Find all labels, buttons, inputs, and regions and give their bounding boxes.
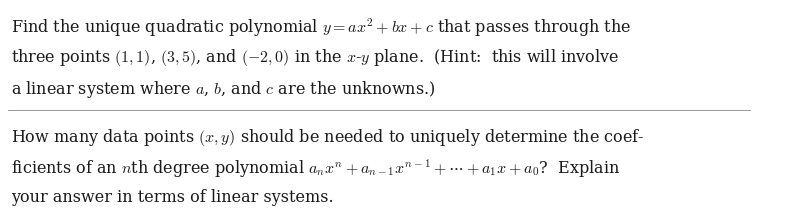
Text: three points $(1, 1)$, $(3, 5)$, and $(-2, 0)$ in the $x$-$y$ plane.  (Hint:  th: three points $(1, 1)$, $(3, 5)$, and $(-… — [11, 47, 619, 68]
Text: Find the unique quadratic polynomial $y = ax^2 + bx + c$ that passes through the: Find the unique quadratic polynomial $y … — [11, 16, 631, 39]
Text: How many data points $(x, y)$ should be needed to uniquely determine the coef-: How many data points $(x, y)$ should be … — [11, 127, 645, 148]
Text: your answer in terms of linear systems.: your answer in terms of linear systems. — [11, 189, 334, 206]
Text: ficients of an $n$th degree polynomial $a_n x^n + a_{n-1} x^{n-1} + \cdots + a_1: ficients of an $n$th degree polynomial $… — [11, 158, 620, 180]
Text: a linear system where $a$, $b$, and $c$ are the unknowns.): a linear system where $a$, $b$, and $c$ … — [11, 78, 436, 100]
